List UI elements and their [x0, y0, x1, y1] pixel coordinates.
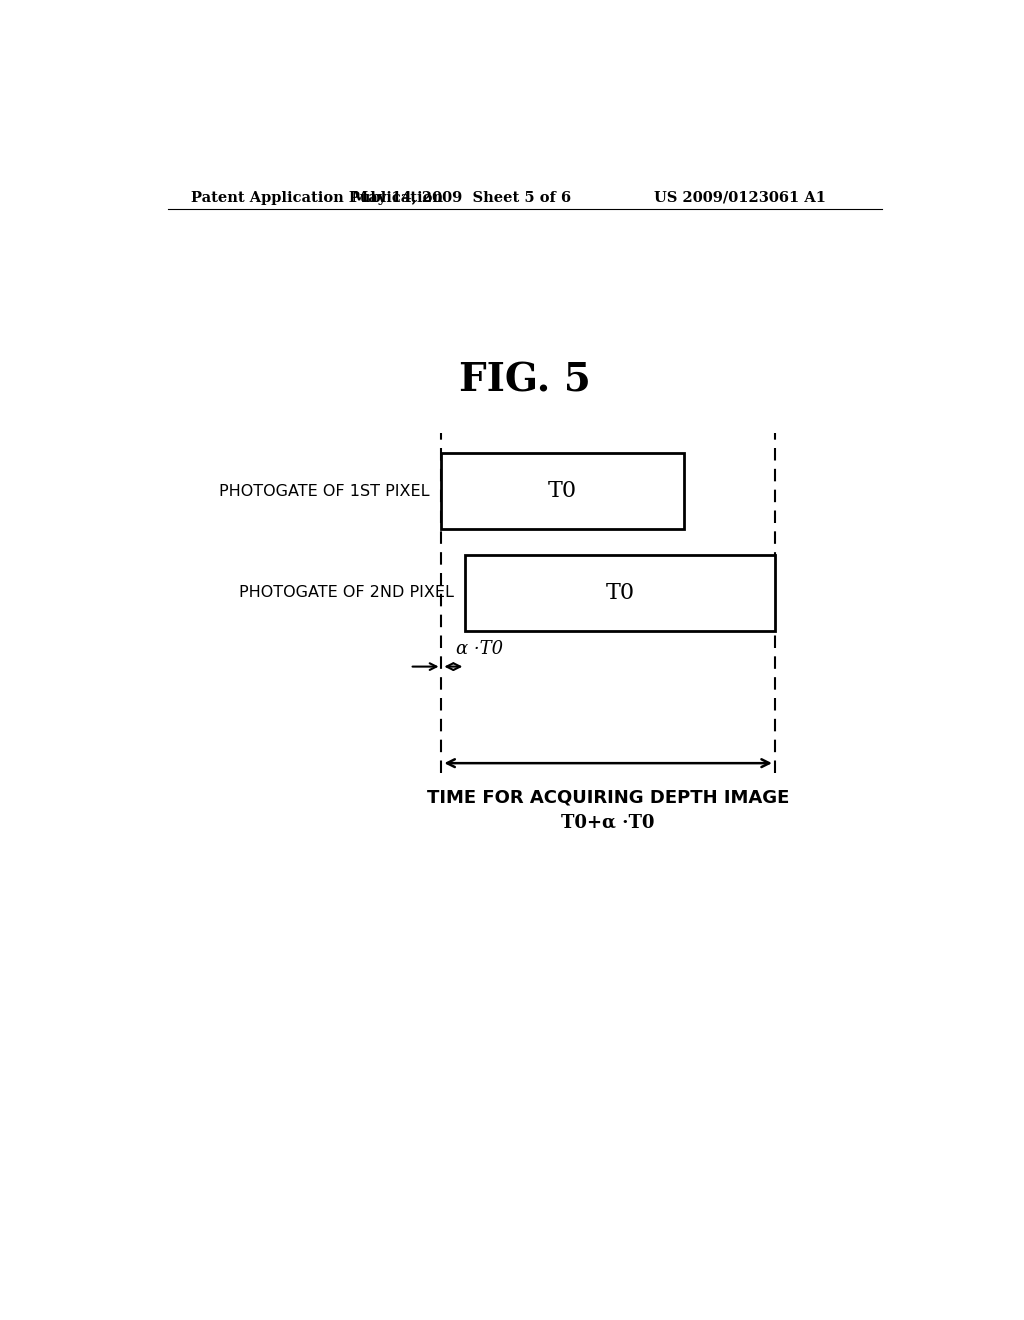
Text: US 2009/0123061 A1: US 2009/0123061 A1: [654, 191, 826, 205]
Text: PHOTOGATE OF 2ND PIXEL: PHOTOGATE OF 2ND PIXEL: [239, 585, 454, 601]
Text: T0: T0: [605, 582, 635, 605]
Text: T0: T0: [548, 480, 578, 503]
Text: FIG. 5: FIG. 5: [459, 362, 591, 400]
Bar: [441, 453, 684, 529]
Text: α ·T0: α ·T0: [456, 640, 503, 659]
Text: Patent Application Publication: Patent Application Publication: [191, 191, 443, 205]
Text: May 14, 2009  Sheet 5 of 6: May 14, 2009 Sheet 5 of 6: [352, 191, 570, 205]
Text: TIME FOR ACQUIRING DEPTH IMAGE: TIME FOR ACQUIRING DEPTH IMAGE: [427, 788, 790, 807]
Bar: [465, 554, 775, 631]
Text: PHOTOGATE OF 1ST PIXEL: PHOTOGATE OF 1ST PIXEL: [219, 483, 430, 499]
Text: T0+α ·T0: T0+α ·T0: [561, 814, 655, 832]
